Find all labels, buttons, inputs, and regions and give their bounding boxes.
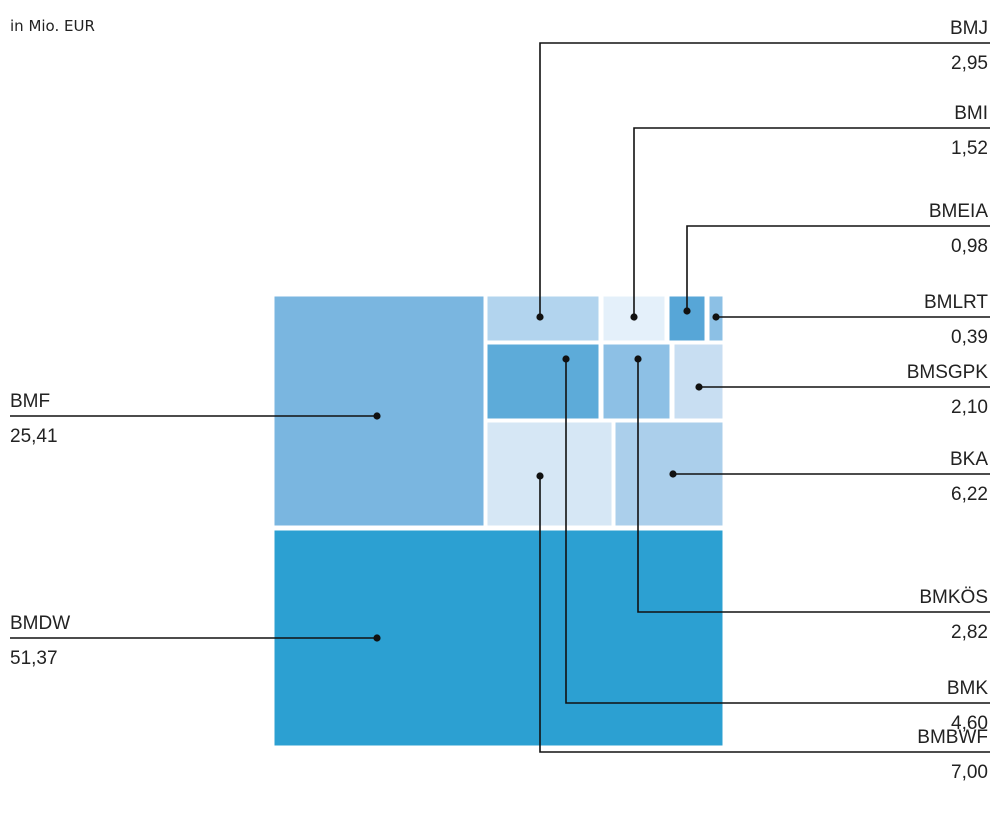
label-name-bmk: BMK — [947, 678, 989, 699]
tile-bmsgpk — [671, 341, 726, 422]
tile-bmf — [271, 293, 487, 529]
unit-label: in Mio. EUR — [10, 17, 95, 35]
label-name-bmkoes: BMKÖS — [919, 587, 988, 608]
leader-dot-bmk — [562, 355, 570, 363]
label-value-bmlrt: 0,39 — [951, 327, 988, 348]
leader-bmj — [539, 42, 990, 317]
leader-dot-bka — [669, 470, 677, 478]
leader-dot-bmf — [373, 412, 381, 420]
tile-bmk — [484, 341, 602, 422]
leader-bmkoes — [637, 359, 990, 613]
label-name-bmi: BMI — [954, 103, 988, 124]
leader-dot-bmkoes — [634, 355, 642, 363]
label-name-bmsgpk: BMSGPK — [907, 362, 989, 383]
label-value-bmeia: 0,98 — [951, 236, 988, 257]
leader-dot-bmlrt — [712, 313, 720, 321]
leader-bmi — [633, 127, 990, 317]
label-value-bmsgpk: 2,10 — [951, 397, 988, 418]
label-name-bmf: BMF — [10, 391, 50, 412]
label-value-bka: 6,22 — [951, 484, 988, 505]
leader-dot-bmbwf — [536, 472, 544, 480]
leader-bmk — [565, 359, 990, 704]
label-name-bmj: BMJ — [950, 18, 988, 39]
label-name-bka: BKA — [950, 449, 988, 470]
tile-bmbwf — [484, 419, 615, 529]
leader-bmeia — [686, 225, 990, 311]
label-value-bmf: 25,41 — [10, 426, 58, 447]
label-value-bmbwf: 7,00 — [951, 762, 988, 783]
label-name-bmeia: BMEIA — [929, 201, 988, 222]
label-name-bmbwf: BMBWF — [917, 727, 988, 748]
leader-dot-bmj — [536, 313, 544, 321]
leader-dot-bmeia — [683, 307, 691, 315]
label-value-bmdw: 51,37 — [10, 648, 58, 669]
label-value-bmk: 4,60 — [951, 713, 988, 734]
leader-dot-bmi — [630, 313, 638, 321]
label-value-bmkoes: 2,82 — [951, 622, 988, 643]
leader-dot-bmdw — [373, 634, 381, 642]
label-value-bmj: 2,95 — [951, 53, 988, 74]
leader-dot-bmsgpk — [695, 383, 703, 391]
tile-bmkoes — [600, 341, 673, 422]
leader-bmbwf — [539, 476, 990, 753]
label-name-bmdw: BMDW — [10, 613, 70, 634]
label-name-bmlrt: BMLRT — [924, 292, 988, 313]
label-value-bmi: 1,52 — [951, 138, 988, 159]
